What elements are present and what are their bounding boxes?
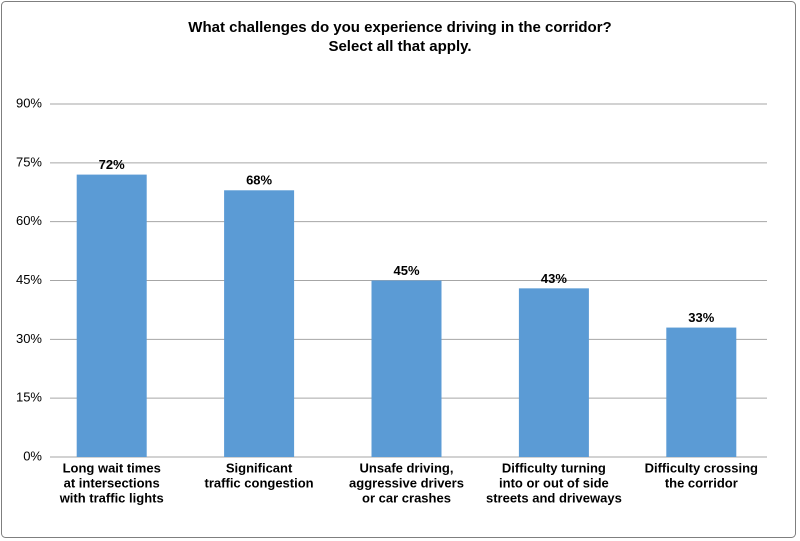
bar [666,327,737,457]
x-tick-label: streets and driveways [486,490,622,505]
bar [518,288,589,457]
x-tick-label: Long wait times [63,460,161,475]
x-tick-label: or car crashes [362,490,451,505]
y-tick-label: 75% [16,154,42,169]
y-tick-label: 45% [16,272,42,287]
chart-title: What challenges do you experience drivin… [188,19,611,36]
x-tick-label: into or out of side [499,475,609,490]
x-tick-label: Significant [226,460,293,475]
x-tick-label: Unsafe driving, [360,460,454,475]
value-label: 45% [393,263,419,278]
x-tick-label: at intersections [64,475,160,490]
y-tick-label: 60% [16,213,42,228]
value-label: 72% [99,157,125,172]
x-tick-label: traffic congestion [205,475,314,490]
value-label: 33% [688,310,714,325]
value-label: 68% [246,173,272,188]
x-tick-label: Difficulty crossing [645,460,758,475]
bar [224,190,295,458]
x-tick-label: aggressive drivers [349,475,464,490]
y-tick-label: 0% [23,448,42,463]
bar [76,174,147,457]
bar [371,280,442,457]
y-tick-label: 15% [16,390,42,405]
x-tick-label: the corridor [665,475,738,490]
value-label: 43% [541,271,567,286]
y-tick-label: 90% [16,95,42,110]
x-tick-label: Difficulty turning [502,460,606,475]
chart-title: Select all that apply. [328,38,471,55]
y-tick-label: 30% [16,331,42,346]
x-tick-label: with traffic lights [59,490,164,505]
